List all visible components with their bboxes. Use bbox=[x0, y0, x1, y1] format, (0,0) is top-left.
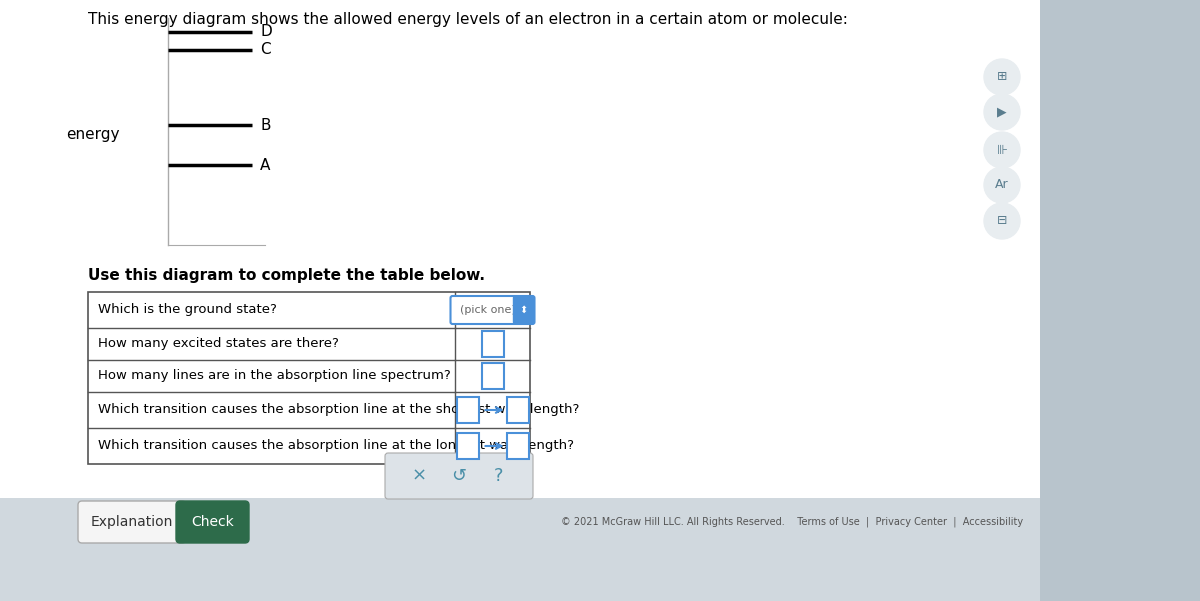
Text: ?: ? bbox=[494, 467, 504, 485]
Bar bbox=[456, 397, 479, 423]
Circle shape bbox=[984, 167, 1020, 203]
Bar bbox=[481, 331, 504, 357]
Text: ⬍: ⬍ bbox=[520, 305, 528, 315]
Circle shape bbox=[984, 94, 1020, 130]
Text: ↺: ↺ bbox=[451, 467, 467, 485]
Text: D: D bbox=[260, 25, 271, 40]
Circle shape bbox=[984, 203, 1020, 239]
Bar bbox=[506, 397, 528, 423]
Text: Explanation: Explanation bbox=[91, 515, 173, 529]
FancyBboxPatch shape bbox=[450, 296, 534, 324]
Bar bbox=[456, 433, 479, 459]
Text: Ar: Ar bbox=[995, 178, 1009, 192]
Text: How many lines are in the absorption line spectrum?: How many lines are in the absorption lin… bbox=[98, 370, 451, 382]
Text: © 2021 McGraw Hill LLC. All Rights Reserved.    Terms of Use  |  Privacy Center : © 2021 McGraw Hill LLC. All Rights Reser… bbox=[560, 517, 1024, 527]
Bar bbox=[0, 0, 1040, 601]
Text: How many excited states are there?: How many excited states are there? bbox=[98, 338, 338, 350]
Text: Which transition causes the absorption line at the shortest wavelength?: Which transition causes the absorption l… bbox=[98, 403, 580, 416]
Text: energy: energy bbox=[66, 126, 120, 141]
Bar bbox=[0, 498, 1040, 601]
Text: A: A bbox=[260, 157, 270, 172]
FancyBboxPatch shape bbox=[514, 297, 534, 323]
Text: This energy diagram shows the allowed energy levels of an electron in a certain : This energy diagram shows the allowed en… bbox=[88, 12, 848, 27]
Text: ▶: ▶ bbox=[997, 106, 1007, 118]
Text: Which is the ground state?: Which is the ground state? bbox=[98, 304, 277, 317]
Text: ×: × bbox=[412, 467, 427, 485]
Text: (pick one): (pick one) bbox=[461, 305, 516, 315]
Text: ⊪: ⊪ bbox=[996, 144, 1008, 156]
Bar bbox=[481, 363, 504, 389]
Bar bbox=[88, 292, 530, 464]
Text: ⊞: ⊞ bbox=[997, 70, 1007, 84]
Text: ⊟: ⊟ bbox=[997, 215, 1007, 228]
Text: C: C bbox=[260, 43, 271, 58]
FancyBboxPatch shape bbox=[176, 501, 250, 543]
Text: B: B bbox=[260, 118, 270, 132]
FancyBboxPatch shape bbox=[78, 501, 186, 543]
Text: Which transition causes the absorption line at the longest wavelength?: Which transition causes the absorption l… bbox=[98, 439, 574, 453]
Circle shape bbox=[984, 132, 1020, 168]
FancyBboxPatch shape bbox=[385, 453, 533, 499]
Text: Check: Check bbox=[191, 515, 234, 529]
Bar bbox=[506, 433, 528, 459]
Text: Use this diagram to complete the table below.: Use this diagram to complete the table b… bbox=[88, 268, 485, 283]
Circle shape bbox=[984, 59, 1020, 95]
